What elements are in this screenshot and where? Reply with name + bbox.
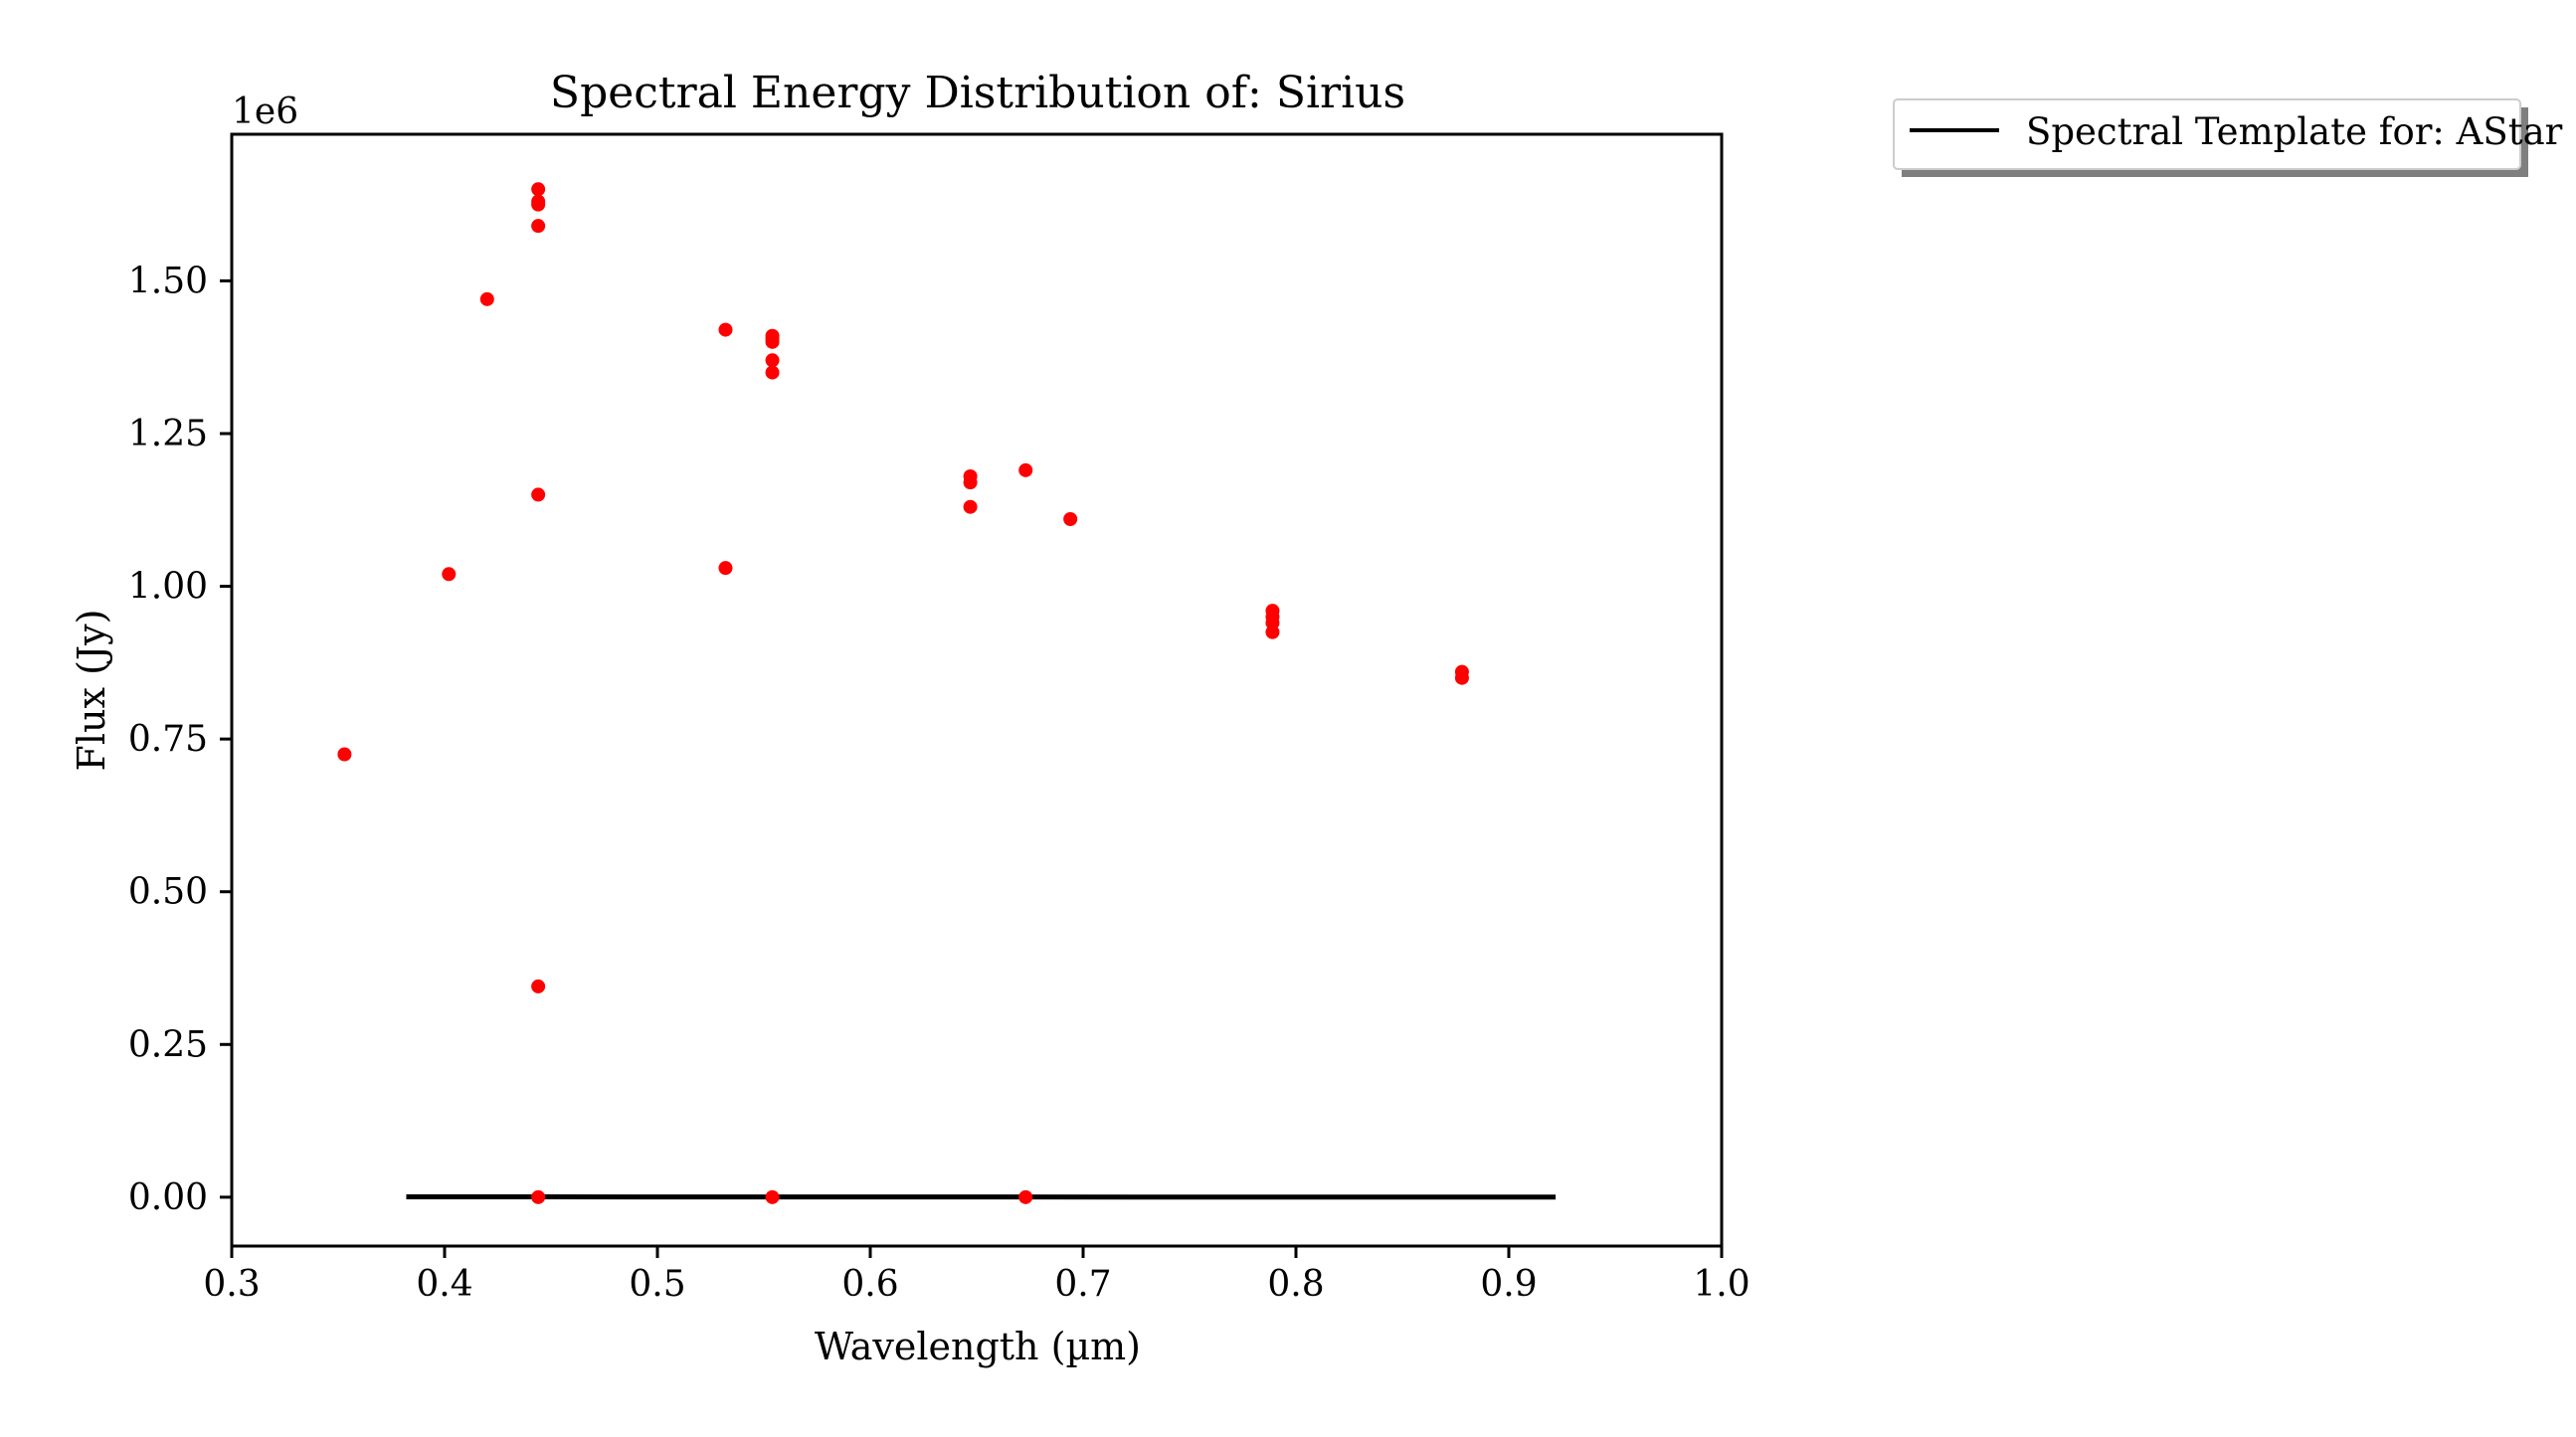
x-tick-label: 0.5 (629, 1264, 685, 1305)
data-point (964, 475, 978, 489)
data-point (1455, 671, 1469, 685)
data-point (1018, 463, 1032, 477)
data-point (766, 366, 780, 380)
data-point (337, 748, 351, 762)
y-tick-label: 0.50 (128, 872, 208, 913)
y-tick-label: 0.75 (128, 719, 208, 760)
y-tick-label: 1.50 (128, 261, 208, 301)
y-axis-ticks: 0.00 0.25 0.50 0.75 1.00 1.25 1.50 (128, 261, 232, 1217)
legend-label: Spectral Template for: AStar (2026, 110, 2563, 153)
plot-frame (232, 134, 1722, 1246)
y-offset-label: 1e6 (232, 91, 298, 132)
x-axis-ticks: 0.3 0.4 0.5 0.6 0.7 0.8 0.9 1.0 (203, 1246, 1749, 1305)
x-tick-label: 0.6 (841, 1264, 898, 1305)
data-point (531, 1190, 545, 1204)
data-point (766, 353, 780, 367)
x-tick-label: 0.4 (416, 1264, 472, 1305)
data-point (964, 500, 978, 514)
y-tick-label: 0.00 (128, 1177, 208, 1218)
chart-title: Spectral Energy Distribution of: Sirius (550, 68, 1405, 118)
data-point (531, 182, 545, 196)
data-point (718, 561, 732, 575)
data-point (531, 487, 545, 501)
x-tick-label: 0.8 (1267, 1264, 1324, 1305)
data-point (531, 219, 545, 233)
data-point (1063, 512, 1077, 526)
data-point (480, 292, 494, 306)
x-tick-label: 0.9 (1480, 1264, 1537, 1305)
data-point (766, 1190, 780, 1204)
x-tick-label: 0.7 (1054, 1264, 1111, 1305)
x-tick-label: 1.0 (1693, 1264, 1749, 1305)
data-point (442, 567, 456, 581)
data-point (531, 198, 545, 212)
data-point (531, 980, 545, 993)
plot-area (337, 182, 1556, 1204)
y-axis-label: Flux (Jy) (70, 610, 113, 772)
x-axis-label: Wavelength (µm) (815, 1325, 1141, 1368)
data-point (1265, 626, 1279, 639)
data-point (766, 332, 780, 346)
y-tick-label: 0.25 (128, 1024, 208, 1065)
y-tick-label: 1.00 (128, 567, 208, 608)
data-point (1018, 1190, 1032, 1204)
x-tick-label: 0.3 (203, 1264, 260, 1305)
y-tick-label: 1.25 (128, 414, 208, 454)
data-point (718, 323, 732, 337)
legend: Spectral Template for: AStar (1894, 99, 2563, 177)
